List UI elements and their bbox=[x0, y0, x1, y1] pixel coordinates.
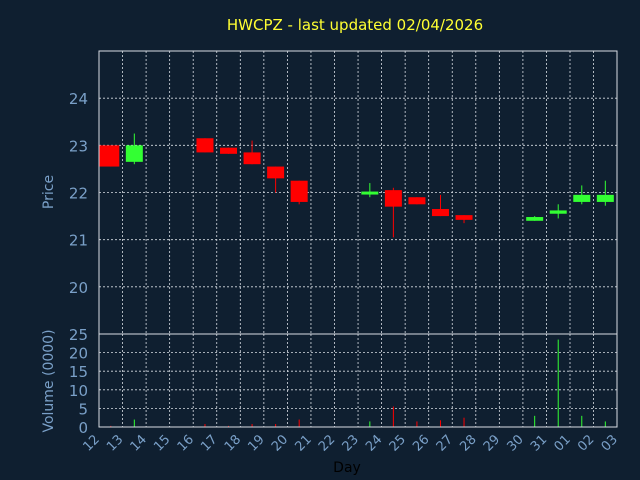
candle bbox=[455, 215, 473, 224]
x-tick-label: 17 bbox=[198, 432, 220, 454]
x-tick-label: 20 bbox=[269, 432, 291, 454]
x-tick-label: 14 bbox=[128, 432, 150, 454]
candle bbox=[596, 180, 614, 206]
volume-tick-label: 5 bbox=[78, 400, 88, 418]
volume-tick-label: 10 bbox=[69, 382, 88, 400]
x-tick-label: 29 bbox=[481, 432, 503, 454]
x-tick-label: 31 bbox=[528, 432, 550, 454]
volume-tick-label: 20 bbox=[69, 345, 88, 363]
volume-tick-label: 25 bbox=[69, 326, 88, 344]
x-tick-label: 13 bbox=[104, 432, 126, 454]
candle bbox=[267, 166, 285, 193]
x-tick-label: 30 bbox=[504, 432, 526, 454]
candle-body bbox=[455, 215, 473, 220]
candle-body bbox=[220, 147, 238, 154]
x-tick-label: 16 bbox=[175, 432, 197, 454]
x-axis-label: Day bbox=[333, 460, 361, 476]
candle bbox=[243, 140, 261, 165]
candle-body bbox=[290, 180, 308, 202]
volume-frame bbox=[98, 333, 618, 428]
price-tick-label: 20 bbox=[69, 279, 88, 297]
x-tick-label: 02 bbox=[575, 432, 597, 454]
candle-body bbox=[408, 197, 426, 205]
price-tick-label: 21 bbox=[69, 232, 88, 250]
price-panel: 20 21 22 23 24 bbox=[69, 50, 618, 335]
x-tick-label: 25 bbox=[387, 432, 409, 454]
candle bbox=[196, 138, 214, 153]
chart-title: HWCPZ - last updated 02/04/2026 bbox=[227, 16, 483, 34]
candle-body bbox=[243, 152, 261, 165]
candle-body bbox=[267, 166, 285, 179]
candle bbox=[526, 216, 544, 221]
candle-body bbox=[526, 217, 544, 221]
candle bbox=[549, 204, 567, 219]
candle bbox=[408, 197, 426, 205]
candle-body bbox=[361, 191, 379, 195]
candle bbox=[573, 185, 591, 205]
price-tick-label: 24 bbox=[69, 90, 88, 108]
volume-axis-label: Volume (0000) bbox=[41, 329, 57, 432]
x-tick-label: 03 bbox=[599, 432, 621, 454]
candle bbox=[384, 187, 402, 238]
candle bbox=[290, 180, 308, 205]
candle-body bbox=[573, 194, 591, 202]
x-tick-label: 01 bbox=[552, 432, 574, 454]
volume-tick-label: 15 bbox=[69, 363, 88, 381]
x-tick-label: 21 bbox=[292, 432, 314, 454]
x-tick-label: 26 bbox=[410, 432, 432, 454]
candle bbox=[431, 194, 449, 217]
candle bbox=[220, 147, 238, 154]
x-tick-label: 18 bbox=[222, 432, 244, 454]
price-tick-label: 22 bbox=[69, 185, 88, 203]
x-tick-label: 27 bbox=[434, 432, 456, 454]
x-tick-label: 24 bbox=[363, 432, 385, 454]
candle-body bbox=[384, 190, 402, 207]
candle-body bbox=[431, 209, 449, 217]
price-axis-label: Price bbox=[41, 175, 57, 209]
x-tick-label: 23 bbox=[340, 432, 362, 454]
x-tick-label: 15 bbox=[151, 432, 173, 454]
candle-body bbox=[196, 138, 214, 153]
candle bbox=[361, 183, 379, 198]
candle-body bbox=[596, 194, 614, 202]
x-tick-label: 19 bbox=[245, 432, 267, 454]
price-tick-label: 23 bbox=[69, 137, 88, 155]
candle bbox=[99, 145, 120, 167]
x-tick-label: 28 bbox=[457, 432, 479, 454]
candle-body bbox=[99, 145, 120, 167]
candle bbox=[125, 133, 143, 165]
volume-tick-label: 0 bbox=[78, 419, 88, 437]
candle-body bbox=[125, 145, 143, 162]
candle-body bbox=[549, 210, 567, 214]
x-tick-label: 22 bbox=[316, 432, 338, 454]
